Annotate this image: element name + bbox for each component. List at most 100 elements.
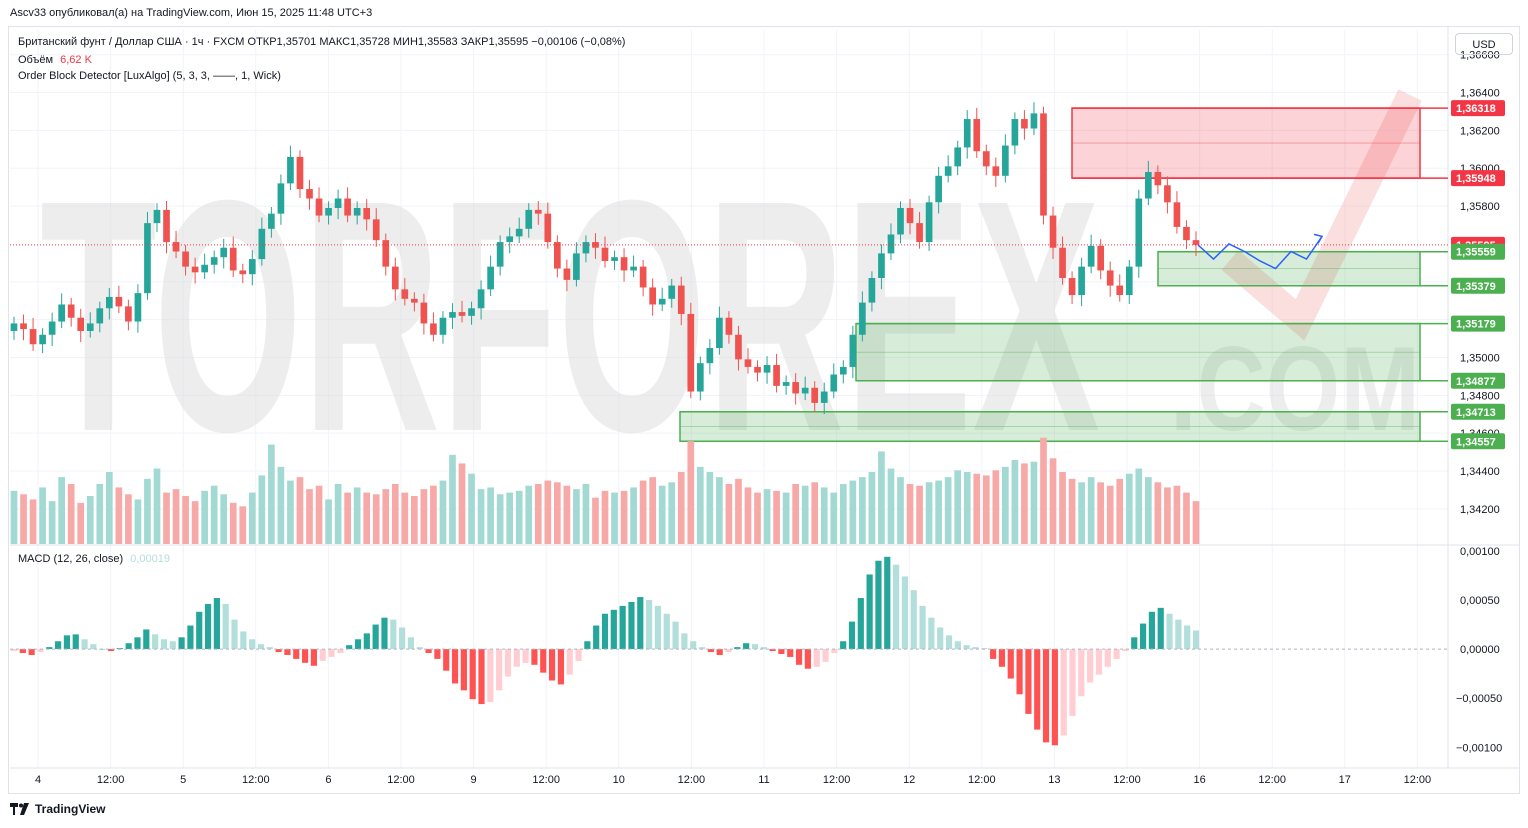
macd-bar [734, 647, 741, 650]
volume-bar [277, 466, 285, 544]
volume-bar [1011, 460, 1019, 544]
volume-bar [1183, 492, 1190, 544]
candle-body [20, 323, 27, 330]
volume-bar [515, 490, 523, 544]
volume-bar [744, 487, 752, 544]
candle-body [820, 391, 828, 403]
candle-body [210, 257, 218, 265]
macd-bar [628, 601, 635, 650]
macd-bar [646, 600, 653, 650]
volume-bar [334, 484, 342, 544]
candle-body [458, 312, 466, 316]
macd-bar [672, 621, 679, 650]
price-label-text: 1,35559 [1456, 247, 1496, 259]
time-tick-label: 10 [613, 774, 625, 786]
macd-bar [1016, 649, 1023, 695]
price-label-badge: 1,36318 [1451, 100, 1505, 117]
macd-bar [407, 637, 415, 650]
volume-bar [754, 492, 761, 544]
macd-bar [945, 635, 953, 650]
candle-body [897, 207, 904, 235]
volume-bar [210, 485, 218, 544]
macd-bar [963, 645, 970, 650]
macd-bar [196, 611, 203, 650]
volume-bar [1135, 468, 1143, 544]
candle-body [163, 209, 170, 243]
macd-bar [954, 641, 961, 650]
macd-bar [231, 619, 238, 650]
macd-bar [19, 649, 26, 654]
macd-bar [707, 649, 714, 653]
volume-bar [344, 492, 351, 544]
volume-bar [115, 487, 123, 544]
macd-bar [795, 649, 803, 665]
macd-tick-label: 0,00100 [1460, 546, 1500, 558]
time-tick-label: 16 [1193, 774, 1205, 786]
macd-bar [584, 641, 591, 650]
macd-bar [275, 649, 282, 653]
candle-body [39, 334, 46, 345]
candle-body [325, 207, 332, 216]
volume-bar [220, 494, 228, 544]
macd-bar [416, 647, 423, 650]
macd-bar [363, 633, 370, 650]
price-label-badge: 1,34557 [1451, 433, 1505, 450]
volume-bar [125, 494, 132, 544]
macd-bar [328, 649, 335, 657]
macd-bar [1166, 613, 1173, 650]
volume-bar [1059, 472, 1066, 544]
price-label-badge: 1,35179 [1451, 315, 1505, 332]
macd-bar [1078, 649, 1085, 697]
time-tick-label: 11 [758, 774, 769, 786]
macd-bar [751, 644, 759, 650]
macd-bar [593, 625, 600, 650]
currency-button[interactable]: USD [1455, 33, 1513, 55]
macd-bar [1104, 649, 1111, 667]
price-tick-label: 1,34200 [1460, 504, 1500, 516]
volume-bar [201, 490, 208, 544]
macd-bar [381, 617, 388, 650]
candle-body [582, 242, 590, 254]
macd-bar [1069, 649, 1076, 716]
macd-bar [716, 649, 723, 655]
macd-bar [875, 560, 882, 650]
macd-bar [90, 644, 97, 650]
candle-body [649, 287, 656, 305]
candle-body [716, 317, 723, 349]
time-tick-label: 12:00 [968, 774, 996, 786]
volume-bar [706, 472, 714, 544]
price-label-box [1451, 243, 1505, 260]
candle-body [534, 209, 542, 214]
candle-body [382, 240, 390, 267]
volume-bar [859, 477, 866, 544]
macd-bar [55, 641, 62, 650]
macd-bar [1131, 637, 1138, 650]
candle-body [487, 266, 494, 290]
macd-bar [443, 649, 450, 671]
price-label-badge: 1,35559 [1451, 243, 1505, 260]
volume-bar [1173, 485, 1181, 544]
macd-bar [831, 649, 838, 654]
macd-bar [866, 574, 873, 650]
candle-body [1030, 113, 1038, 129]
macd-bar [152, 634, 159, 650]
macd-bar [72, 634, 79, 650]
volume-bar [67, 484, 75, 544]
candle-body [573, 253, 580, 280]
candle-body [287, 156, 294, 184]
price-label-text: 1,36318 [1456, 103, 1496, 115]
volume-bar [792, 484, 799, 544]
candle-body [1078, 266, 1085, 296]
candle-body [1106, 270, 1114, 286]
price-label-text: 1,35179 [1456, 319, 1496, 331]
candle-body [248, 259, 256, 275]
macd-bar [302, 649, 309, 663]
volume-bar [182, 496, 189, 544]
volume-bar [306, 489, 313, 544]
volume-bar [10, 490, 18, 544]
price-tick-label: 1,36400 [1460, 88, 1500, 100]
price-label-box [1451, 372, 1505, 389]
candle-body [563, 268, 571, 280]
volume-bar [801, 485, 809, 544]
